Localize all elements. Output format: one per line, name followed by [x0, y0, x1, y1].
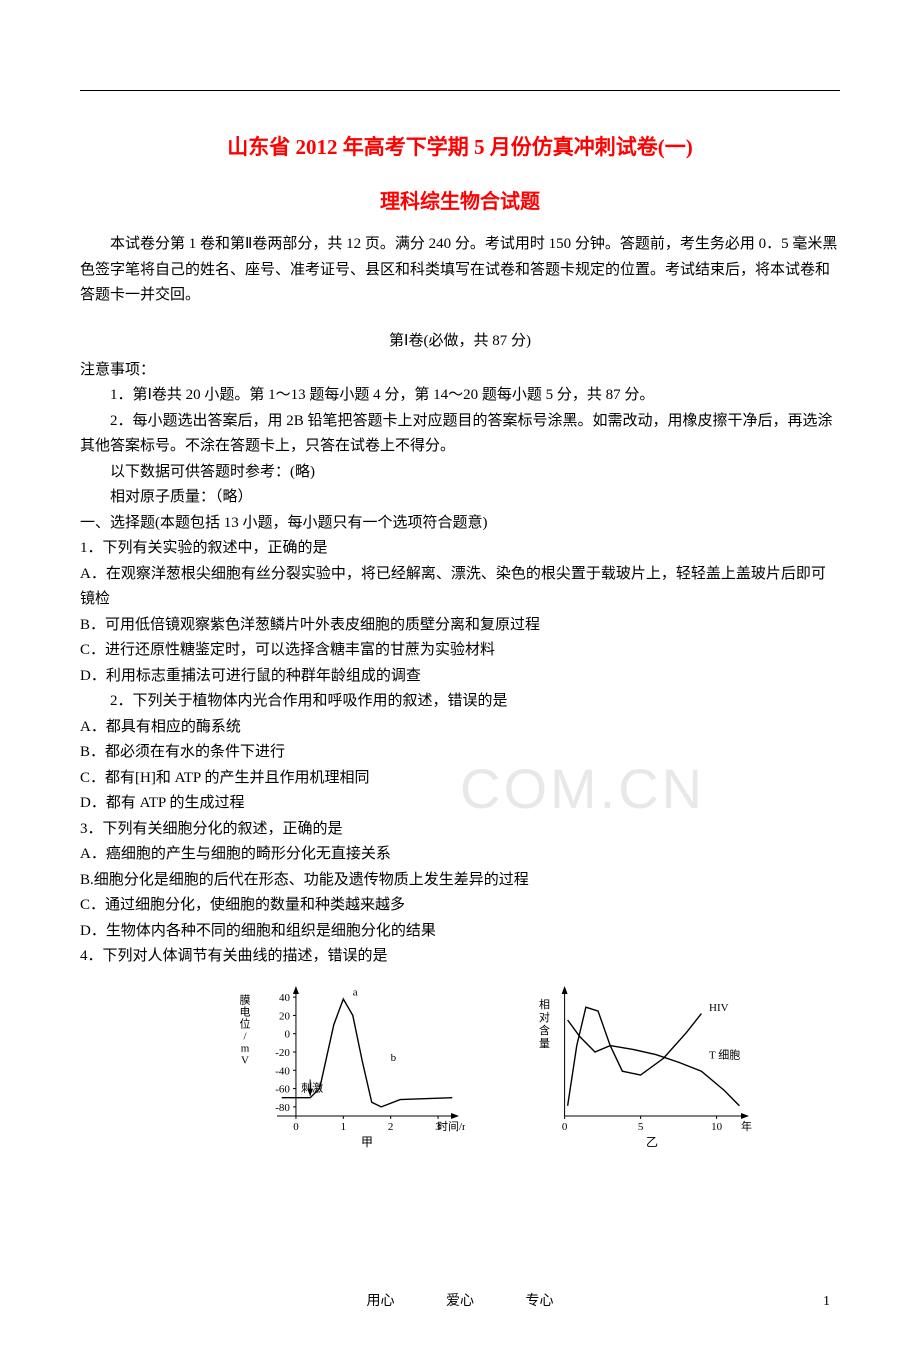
q1-b: B．可用低倍镜观察紫色洋葱鳞片叶外表皮细胞的质壁分离和复原过程 [80, 613, 840, 639]
q4: 4．下列对人体调节有关曲线的描述，错误的是 [80, 944, 840, 970]
svg-text:膜电位/mV: 膜电位/mV [240, 993, 251, 1066]
svg-text:40: 40 [279, 992, 291, 1004]
svg-text:1: 1 [341, 1121, 347, 1133]
svg-text:-80: -80 [275, 1101, 290, 1113]
svg-text:a: a [353, 986, 358, 998]
section1-title: 第Ⅰ卷(必做，共 87 分) [80, 329, 840, 350]
ref-1: 以下数据可供答题时参考：(略) [80, 460, 840, 486]
q2-d: D．都有 ATP 的生成过程 [80, 791, 840, 817]
svg-text:T 细胞: T 细胞 [709, 1048, 740, 1061]
q3: 3．下列有关细胞分化的叙述，正确的是 [80, 817, 840, 843]
q2: 2．下列关于植物体内光合作用和呼吸作用的叙述，错误的是 [80, 689, 840, 715]
svg-text:-60: -60 [275, 1083, 290, 1095]
q2-a: A．都具有相应的酶系统 [80, 715, 840, 741]
subtitle: 理科综生物合试题 [80, 185, 840, 214]
part1-heading: 一、选择题(本题包括 13 小题，每小题只有一个选项符合题意) [80, 511, 840, 537]
notice-2: 2．每小题选出答案后，用 2B 铅笔把答题卡上对应题目的答案标号涂黑。如需改动，… [80, 409, 840, 460]
svg-text:5: 5 [638, 1121, 644, 1133]
notice-label: 注意事项： [80, 358, 840, 384]
ref-2: 相对原子质量：（略） [80, 485, 840, 511]
q1-c: C．进行还原性糖鉴定时，可以选择含糖丰富的甘蔗为实验材料 [80, 638, 840, 664]
q3-b: B.细胞分化是细胞的后代在形态、功能及遗传物质上发生差异的过程 [80, 868, 840, 894]
q2-c: C．都有[H]和 ATP 的产生并且作用机理相同 [80, 766, 840, 792]
q2-b: B．都必须在有水的条件下进行 [80, 740, 840, 766]
svg-text:0: 0 [293, 1121, 299, 1133]
q3-d: D．生物体内各种不同的细胞和组织是细胞分化的结果 [80, 919, 840, 945]
svg-text:年: 年 [741, 1119, 752, 1133]
svg-text:甲: 甲 [361, 1135, 373, 1149]
svg-text:刺激: 刺激 [301, 1080, 323, 1094]
svg-text:-20: -20 [275, 1047, 290, 1059]
footer-c: 专心 [526, 1294, 554, 1309]
svg-text:20: 20 [279, 1010, 291, 1022]
footer: 用心 爱心 专心 [80, 1290, 840, 1310]
main-title: 山东省 2012 年高考下学期 5 月份仿真冲刺试卷(一) [80, 131, 840, 161]
svg-text:10: 10 [711, 1121, 723, 1133]
chart-yi: 0 5 10 相对含量年乙 HIV T 细胞 [525, 980, 755, 1150]
q1-a: A．在观察洋葱根尖细胞有丝分裂实验中，将已经解离、漂洗、染色的根尖置于载玻片上，… [80, 562, 840, 613]
svg-text:相对含量: 相对含量 [539, 998, 550, 1050]
q1: 1．下列有关实验的叙述中，正确的是 [80, 536, 840, 562]
svg-text:时间/ms: 时间/ms [437, 1120, 465, 1133]
q3-a: A．癌细胞的产生与细胞的畸形分化无直接关系 [80, 842, 840, 868]
svg-text:0: 0 [562, 1121, 568, 1133]
q3-c: C．通过细胞分化，使细胞的数量和种类越来越多 [80, 893, 840, 919]
svg-text:0: 0 [284, 1028, 290, 1040]
svg-text:b: b [391, 1052, 397, 1064]
q1-d: D．利用标志重捕法可进行鼠的种群年龄组成的调查 [80, 664, 840, 690]
chart-row: -80-60-40-20020400123膜电位/mV时间/ms甲刺激ab 05… [150, 980, 840, 1150]
svg-text:HIV: HIV [709, 1002, 729, 1014]
footer-a: 用心 [367, 1294, 395, 1309]
svg-text:乙: 乙 [646, 1135, 658, 1149]
svg-text:-40: -40 [275, 1065, 290, 1077]
intro-paragraph: 本试卷分第 1 卷和第Ⅱ卷两部分，共 12 页。满分 240 分。考试用时 15… [80, 232, 840, 309]
header-rule [80, 90, 840, 91]
chart-jia: -80-60-40-20020400123膜电位/mV时间/ms甲刺激ab [235, 980, 465, 1150]
notice-1: 1．第Ⅰ卷共 20 小题。第 1～13 题每小题 4 分，第 14～20 题每小… [80, 383, 840, 409]
svg-text:2: 2 [388, 1121, 394, 1133]
footer-b: 爱心 [446, 1294, 474, 1309]
